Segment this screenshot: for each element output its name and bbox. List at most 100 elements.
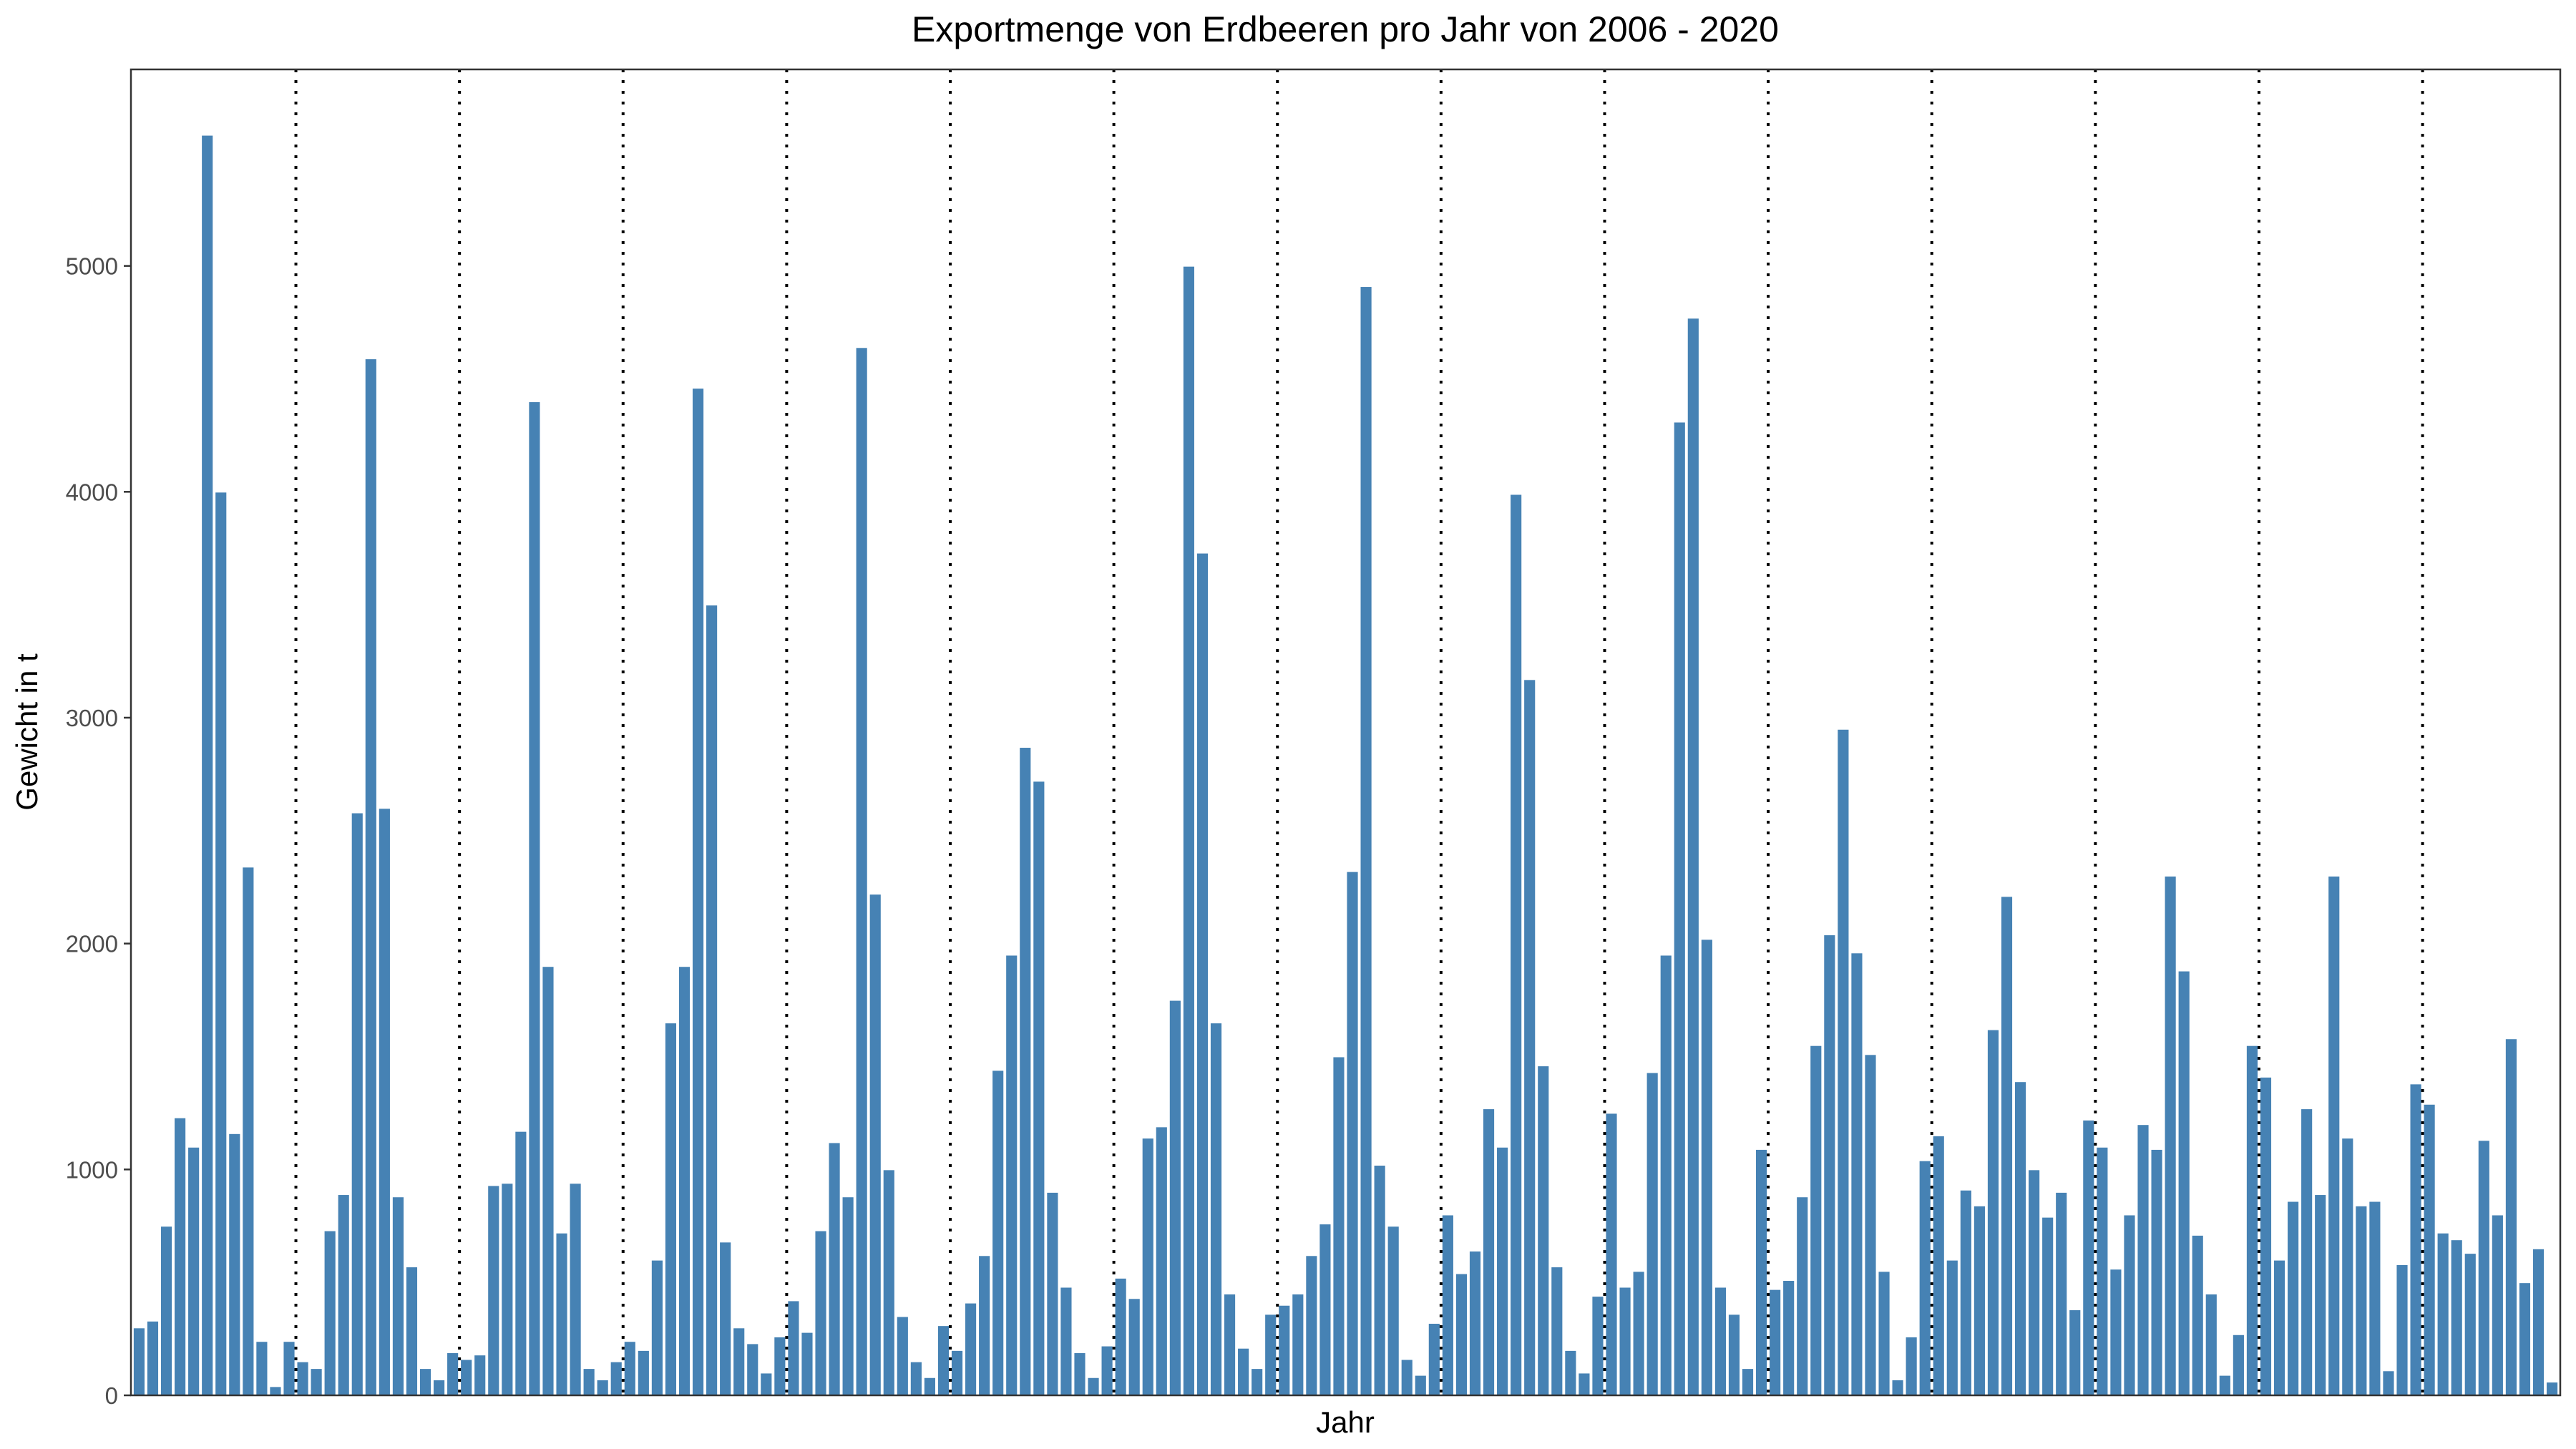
bar xyxy=(1168,999,1182,1396)
bar xyxy=(1972,1204,1986,1396)
bar xyxy=(1427,1322,1441,1396)
bar xyxy=(1264,1313,1278,1396)
bar xyxy=(1304,1254,1319,1397)
bar xyxy=(650,1259,664,1396)
bar xyxy=(2095,1146,2109,1396)
bar xyxy=(2136,1123,2150,1396)
bar xyxy=(2545,1381,2560,1397)
x-axis-label: Jahr xyxy=(1316,1405,1375,1439)
bar xyxy=(909,1360,923,1397)
bar xyxy=(1209,1022,1224,1396)
bar xyxy=(841,1196,855,1396)
bar xyxy=(159,1225,174,1396)
bar xyxy=(1277,1304,1292,1396)
y-axis: 0 1000 2000 3000 4000 5000 xyxy=(66,253,131,1409)
bar xyxy=(1454,1272,1469,1397)
bar xyxy=(2286,1200,2301,1397)
bar xyxy=(1018,746,1033,1396)
bar xyxy=(364,358,378,1396)
bar xyxy=(336,1194,351,1397)
bar xyxy=(936,1324,951,1397)
bar xyxy=(691,387,706,1396)
bar xyxy=(2190,1234,2205,1396)
bar xyxy=(2368,1200,2382,1397)
bar xyxy=(623,1340,637,1396)
bar xyxy=(1795,1196,1810,1396)
bar xyxy=(1359,286,1373,1396)
bar xyxy=(2122,1214,2137,1396)
bar xyxy=(1686,317,1700,1396)
bar xyxy=(636,1349,650,1396)
bar xyxy=(2245,1044,2260,1396)
bar xyxy=(1195,552,1210,1396)
bar xyxy=(2531,1247,2546,1397)
bar xyxy=(814,1229,828,1397)
bar xyxy=(595,1378,610,1397)
bar xyxy=(1509,493,1523,1396)
bar xyxy=(1755,1148,1769,1397)
bar xyxy=(773,1335,787,1397)
bar xyxy=(1386,1225,1400,1396)
bar xyxy=(132,1327,147,1397)
bar xyxy=(2013,1080,2028,1396)
bar xyxy=(431,1378,447,1397)
bar xyxy=(1086,1376,1101,1396)
y-tick-label: 1000 xyxy=(66,1156,118,1183)
bar xyxy=(1250,1367,1264,1396)
bar xyxy=(868,893,882,1396)
bar xyxy=(1645,1071,1659,1396)
bar xyxy=(663,1022,678,1396)
bar xyxy=(404,1266,419,1396)
bar xyxy=(2341,1137,2355,1396)
bar xyxy=(2258,1075,2273,1397)
bar xyxy=(1550,1266,1564,1396)
bar xyxy=(705,604,719,1396)
bar xyxy=(1496,1146,1510,1396)
bar xyxy=(1918,1159,1932,1396)
bar xyxy=(964,1302,978,1396)
bar xyxy=(854,346,869,1396)
bar xyxy=(2027,1169,2041,1396)
bar xyxy=(1727,1313,1742,1396)
bar xyxy=(2231,1333,2245,1397)
bar xyxy=(1986,1028,2001,1396)
bar xyxy=(2409,1083,2423,1396)
bar xyxy=(487,1184,501,1397)
bar xyxy=(1032,780,1046,1396)
bar xyxy=(827,1141,841,1396)
bar xyxy=(1999,895,2014,1396)
bar xyxy=(1659,954,1673,1396)
bar xyxy=(1890,1378,1905,1397)
bar xyxy=(1577,1372,1591,1397)
bar xyxy=(1345,870,1360,1396)
bar xyxy=(746,1342,760,1397)
bar xyxy=(1005,954,1019,1396)
bar xyxy=(187,1146,201,1396)
bar xyxy=(1740,1367,1755,1396)
plot-panel xyxy=(130,68,2562,1397)
bar xyxy=(2504,1038,2518,1396)
bar xyxy=(2449,1239,2464,1396)
bar xyxy=(1958,1189,1973,1396)
bar xyxy=(882,1169,896,1396)
bar xyxy=(1481,1108,1496,1396)
bar xyxy=(2300,1108,2314,1396)
y-tick-label: 4000 xyxy=(66,479,118,505)
bar xyxy=(677,965,692,1396)
bar xyxy=(2218,1374,2232,1396)
bar xyxy=(1154,1126,1169,1396)
bar xyxy=(1931,1134,1946,1396)
bar xyxy=(473,1354,487,1397)
y-axis-label: Gewicht in t xyxy=(10,653,44,811)
bar xyxy=(446,1352,460,1397)
bar xyxy=(1904,1335,1918,1397)
bars-layer xyxy=(132,134,2560,1397)
bar xyxy=(2313,1194,2328,1397)
bar xyxy=(977,1254,992,1397)
bar xyxy=(541,965,555,1396)
bar xyxy=(1318,1223,1332,1396)
bar xyxy=(786,1299,801,1397)
bar xyxy=(1823,934,1837,1396)
bar xyxy=(214,491,228,1396)
